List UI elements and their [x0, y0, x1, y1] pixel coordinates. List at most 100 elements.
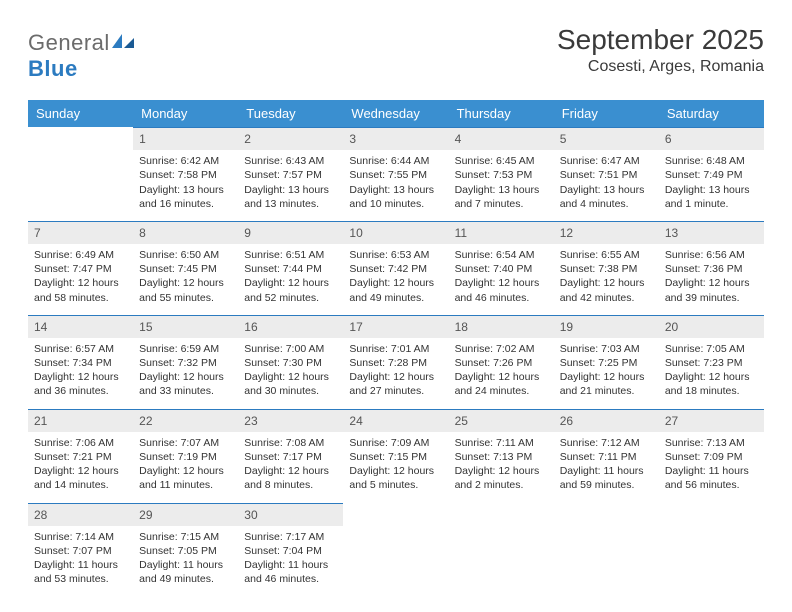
daylight: Daylight: 12 hours and 30 minutes. — [244, 370, 337, 398]
calendar-cell — [343, 503, 448, 597]
calendar-cell: 25Sunrise: 7:11 AMSunset: 7:13 PMDayligh… — [449, 409, 554, 503]
day-body: Sunrise: 7:03 AMSunset: 7:25 PMDaylight:… — [554, 338, 659, 409]
sunrise: Sunrise: 7:07 AM — [139, 436, 232, 450]
day-body: Sunrise: 7:08 AMSunset: 7:17 PMDaylight:… — [238, 432, 343, 503]
sunrise: Sunrise: 6:50 AM — [139, 248, 232, 262]
sunset: Sunset: 7:44 PM — [244, 262, 337, 276]
sunrise: Sunrise: 7:11 AM — [455, 436, 548, 450]
day-number: 27 — [659, 409, 764, 432]
daylight: Daylight: 13 hours and 4 minutes. — [560, 183, 653, 211]
sunrise: Sunrise: 7:01 AM — [349, 342, 442, 356]
day-number: 5 — [554, 127, 659, 150]
sunrise: Sunrise: 6:53 AM — [349, 248, 442, 262]
daylight: Daylight: 12 hours and 8 minutes. — [244, 464, 337, 492]
daylight: Daylight: 12 hours and 55 minutes. — [139, 276, 232, 304]
calendar-cell: 17Sunrise: 7:01 AMSunset: 7:28 PMDayligh… — [343, 315, 448, 409]
sunrise: Sunrise: 7:02 AM — [455, 342, 548, 356]
calendar-cell: 29Sunrise: 7:15 AMSunset: 7:05 PMDayligh… — [133, 503, 238, 597]
calendar-cell: 11Sunrise: 6:54 AMSunset: 7:40 PMDayligh… — [449, 221, 554, 315]
day-body: Sunrise: 7:07 AMSunset: 7:19 PMDaylight:… — [133, 432, 238, 503]
sunset: Sunset: 7:45 PM — [139, 262, 232, 276]
calendar-cell: 5Sunrise: 6:47 AMSunset: 7:51 PMDaylight… — [554, 127, 659, 221]
day-body: Sunrise: 7:14 AMSunset: 7:07 PMDaylight:… — [28, 526, 133, 597]
calendar-cell: 18Sunrise: 7:02 AMSunset: 7:26 PMDayligh… — [449, 315, 554, 409]
day-body: Sunrise: 6:56 AMSunset: 7:36 PMDaylight:… — [659, 244, 764, 315]
day-body: Sunrise: 7:05 AMSunset: 7:23 PMDaylight:… — [659, 338, 764, 409]
day-number: 28 — [28, 503, 133, 526]
calendar-cell: 13Sunrise: 6:56 AMSunset: 7:36 PMDayligh… — [659, 221, 764, 315]
weekday-header: Wednesday — [343, 100, 448, 127]
calendar-cell: 2Sunrise: 6:43 AMSunset: 7:57 PMDaylight… — [238, 127, 343, 221]
day-number: 13 — [659, 221, 764, 244]
daylight: Daylight: 12 hours and 42 minutes. — [560, 276, 653, 304]
calendar-cell: 26Sunrise: 7:12 AMSunset: 7:11 PMDayligh… — [554, 409, 659, 503]
day-body: Sunrise: 6:51 AMSunset: 7:44 PMDaylight:… — [238, 244, 343, 315]
calendar-cell: 3Sunrise: 6:44 AMSunset: 7:55 PMDaylight… — [343, 127, 448, 221]
day-body: Sunrise: 7:02 AMSunset: 7:26 PMDaylight:… — [449, 338, 554, 409]
calendar-cell: 12Sunrise: 6:55 AMSunset: 7:38 PMDayligh… — [554, 221, 659, 315]
calendar-cell: 10Sunrise: 6:53 AMSunset: 7:42 PMDayligh… — [343, 221, 448, 315]
sunset: Sunset: 7:11 PM — [560, 450, 653, 464]
sunrise: Sunrise: 6:42 AM — [139, 154, 232, 168]
daylight: Daylight: 12 hours and 18 minutes. — [665, 370, 758, 398]
calendar-body: 1Sunrise: 6:42 AMSunset: 7:58 PMDaylight… — [28, 127, 764, 596]
calendar-cell — [449, 503, 554, 597]
sunset: Sunset: 7:28 PM — [349, 356, 442, 370]
sunrise: Sunrise: 7:14 AM — [34, 530, 127, 544]
page-title: September 2025 — [557, 24, 764, 56]
calendar-row: 7Sunrise: 6:49 AMSunset: 7:47 PMDaylight… — [28, 221, 764, 315]
calendar-cell: 9Sunrise: 6:51 AMSunset: 7:44 PMDaylight… — [238, 221, 343, 315]
day-body: Sunrise: 7:01 AMSunset: 7:28 PMDaylight:… — [343, 338, 448, 409]
weekday-header: Friday — [554, 100, 659, 127]
day-body: Sunrise: 6:43 AMSunset: 7:57 PMDaylight:… — [238, 150, 343, 221]
day-number: 2 — [238, 127, 343, 150]
sunrise: Sunrise: 6:45 AM — [455, 154, 548, 168]
daylight: Daylight: 13 hours and 16 minutes. — [139, 183, 232, 211]
sunset: Sunset: 7:42 PM — [349, 262, 442, 276]
day-body: Sunrise: 7:11 AMSunset: 7:13 PMDaylight:… — [449, 432, 554, 503]
sunset: Sunset: 7:51 PM — [560, 168, 653, 182]
weekday-header: Sunday — [28, 100, 133, 127]
day-number: 23 — [238, 409, 343, 432]
daylight: Daylight: 13 hours and 13 minutes. — [244, 183, 337, 211]
calendar-cell — [28, 127, 133, 221]
sunset: Sunset: 7:32 PM — [139, 356, 232, 370]
day-number: 14 — [28, 315, 133, 338]
location: Cosesti, Arges, Romania — [557, 58, 764, 76]
sunrise: Sunrise: 6:48 AM — [665, 154, 758, 168]
daylight: Daylight: 12 hours and 39 minutes. — [665, 276, 758, 304]
day-body: Sunrise: 6:47 AMSunset: 7:51 PMDaylight:… — [554, 150, 659, 221]
day-body: Sunrise: 6:49 AMSunset: 7:47 PMDaylight:… — [28, 244, 133, 315]
calendar-cell: 6Sunrise: 6:48 AMSunset: 7:49 PMDaylight… — [659, 127, 764, 221]
day-body: Sunrise: 6:44 AMSunset: 7:55 PMDaylight:… — [343, 150, 448, 221]
sunrise: Sunrise: 7:05 AM — [665, 342, 758, 356]
calendar-cell: 4Sunrise: 6:45 AMSunset: 7:53 PMDaylight… — [449, 127, 554, 221]
sunset: Sunset: 7:58 PM — [139, 168, 232, 182]
calendar-cell — [554, 503, 659, 597]
sunrise: Sunrise: 6:47 AM — [560, 154, 653, 168]
day-body: Sunrise: 6:53 AMSunset: 7:42 PMDaylight:… — [343, 244, 448, 315]
sunset: Sunset: 7:55 PM — [349, 168, 442, 182]
calendar-cell: 7Sunrise: 6:49 AMSunset: 7:47 PMDaylight… — [28, 221, 133, 315]
calendar-cell: 14Sunrise: 6:57 AMSunset: 7:34 PMDayligh… — [28, 315, 133, 409]
sunrise: Sunrise: 7:13 AM — [665, 436, 758, 450]
day-body: Sunrise: 7:12 AMSunset: 7:11 PMDaylight:… — [554, 432, 659, 503]
sunrise: Sunrise: 6:56 AM — [665, 248, 758, 262]
calendar-cell — [659, 503, 764, 597]
sunset: Sunset: 7:40 PM — [455, 262, 548, 276]
day-body: Sunrise: 6:45 AMSunset: 7:53 PMDaylight:… — [449, 150, 554, 221]
day-body: Sunrise: 7:17 AMSunset: 7:04 PMDaylight:… — [238, 526, 343, 597]
calendar-cell: 28Sunrise: 7:14 AMSunset: 7:07 PMDayligh… — [28, 503, 133, 597]
calendar-cell: 21Sunrise: 7:06 AMSunset: 7:21 PMDayligh… — [28, 409, 133, 503]
day-number: 7 — [28, 221, 133, 244]
sunset: Sunset: 7:04 PM — [244, 544, 337, 558]
logo-text: GeneralBlue — [28, 30, 136, 82]
day-number: 10 — [343, 221, 448, 244]
logo: GeneralBlue — [28, 24, 136, 82]
day-body: Sunrise: 6:50 AMSunset: 7:45 PMDaylight:… — [133, 244, 238, 315]
daylight: Daylight: 12 hours and 33 minutes. — [139, 370, 232, 398]
daylight: Daylight: 12 hours and 14 minutes. — [34, 464, 127, 492]
daylight: Daylight: 13 hours and 1 minute. — [665, 183, 758, 211]
day-body: Sunrise: 7:00 AMSunset: 7:30 PMDaylight:… — [238, 338, 343, 409]
day-number: 21 — [28, 409, 133, 432]
